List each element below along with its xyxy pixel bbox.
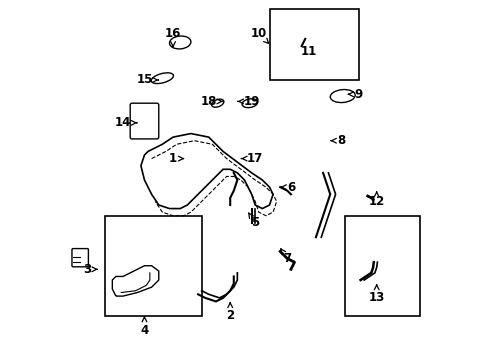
Text: 19: 19 — [237, 95, 259, 108]
Text: 12: 12 — [368, 192, 384, 208]
Text: 9: 9 — [348, 88, 362, 101]
Text: 13: 13 — [368, 285, 384, 305]
Text: 4: 4 — [140, 317, 148, 337]
Text: 18: 18 — [200, 95, 222, 108]
Text: 2: 2 — [225, 303, 234, 322]
Text: 7: 7 — [280, 249, 291, 265]
Text: 10: 10 — [250, 27, 268, 43]
Text: 1: 1 — [169, 152, 183, 165]
Text: 3: 3 — [83, 263, 97, 276]
Bar — [269, 9, 358, 80]
Text: 16: 16 — [164, 27, 181, 46]
Text: 17: 17 — [241, 152, 263, 165]
Text: 14: 14 — [115, 116, 137, 129]
Text: 6: 6 — [281, 181, 294, 194]
Text: 11: 11 — [300, 45, 316, 58]
Bar — [344, 216, 419, 316]
Bar — [105, 216, 201, 316]
Text: 8: 8 — [330, 134, 345, 147]
Text: 15: 15 — [136, 73, 158, 86]
Text: 5: 5 — [248, 213, 259, 229]
